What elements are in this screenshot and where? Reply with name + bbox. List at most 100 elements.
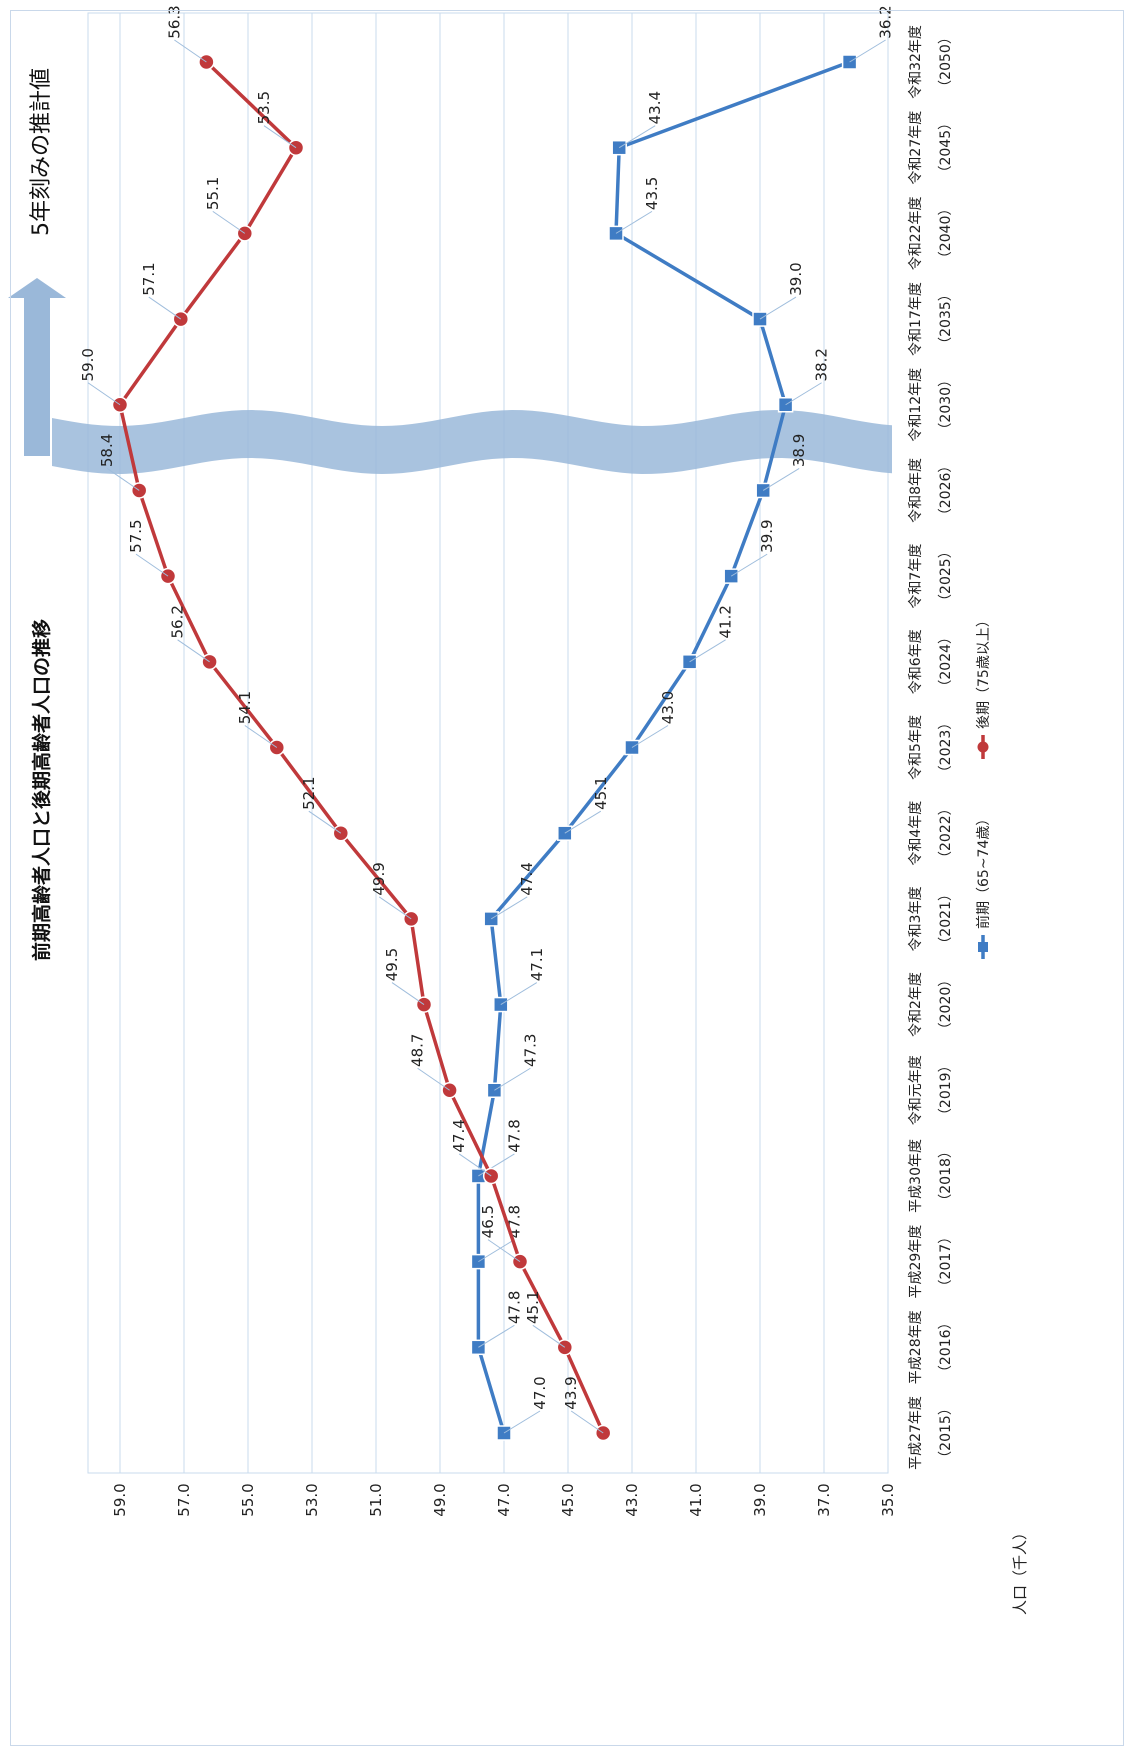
projection-annotation: 5年刻みの推計値 [29,68,54,236]
data-label: 38.9 [790,434,808,467]
x-tick-label: 令和2年度 [908,972,924,1037]
label-leader [759,296,797,320]
x-tick-year: （2015） [938,1401,954,1465]
x-tick-label: 令和22年度 [908,196,924,270]
label-leader [532,1324,566,1348]
x-tick-year: （2040） [938,202,954,266]
x-tick-year: （2045） [938,116,954,180]
x-tick-label: 令和4年度 [908,801,924,866]
x-tick-label: 令和7年度 [908,544,924,609]
label-leader [494,1067,531,1091]
label-leader [148,296,182,320]
x-tick-label: 平成27年度 [908,1396,924,1470]
x-tick-label: 令和8年度 [908,458,924,523]
y-tick-label: 45.0 [559,1483,577,1516]
label-leader [378,896,412,920]
label-leader [631,725,669,748]
data-label: 46.5 [479,1205,497,1238]
data-label: 38.2 [813,348,831,381]
series-layer: 47.047.847.847.847.347.147.445.143.041.2… [79,5,895,1442]
x-tick-year: （2050） [938,30,954,94]
y-axis-label: 人口（千人） [1011,1525,1029,1615]
data-label: 49.5 [383,948,401,981]
x-tick-label: 令和元年度 [908,1055,924,1125]
x-tick-year: （2016） [938,1315,954,1379]
data-label: 47.8 [505,1291,523,1324]
x-tick-year: （2018） [938,1144,954,1208]
data-label: 43.9 [562,1376,580,1409]
projection-decoration [8,278,892,474]
series-circle: 43.9 45.1 46.5 47.4 48.7 49.5 49.9 52.1 54.1 56.2… [79,5,612,1442]
label-leader [174,39,207,63]
data-label: 53.5 [255,91,273,124]
data-label: 54.1 [236,691,254,724]
data-label: 47.1 [528,948,546,981]
x-tick-label: 平成29年度 [908,1225,924,1299]
projection-arrow-shaft [24,298,50,456]
label-leader [762,468,800,491]
projection-arrow-head [8,278,66,298]
label-leader [564,810,602,834]
legend-marker-circle [977,741,989,753]
x-tick-year: （2019） [938,1058,954,1122]
data-label: 55.1 [204,177,222,210]
y-tick-label: 43.0 [623,1483,641,1516]
x-tick-label: 令和32年度 [908,25,924,99]
label-leader [503,1410,541,1434]
x-tick-year: （2030） [938,373,954,437]
label-leader [212,210,246,234]
data-label: 47.0 [531,1376,549,1409]
data-label: 41.2 [717,605,735,638]
x-tick-year: （2017） [938,1230,954,1294]
label-leader [730,553,768,577]
x-tick-year: （2026） [938,459,954,523]
y-tick-label: 51.0 [367,1483,385,1516]
y-tick-label: 49.0 [431,1483,449,1516]
data-label: 56.2 [169,605,187,638]
label-leader [849,39,886,63]
x-tick-label: 令和17年度 [908,282,924,356]
data-label: 45.1 [524,1291,542,1324]
data-label: 39.0 [787,262,805,295]
label-leader [244,725,278,748]
label-leader [135,553,169,577]
label-leader [490,896,528,920]
x-tick-year: （2021） [938,887,954,951]
data-label: 47.4 [450,1119,468,1152]
label-leader [785,382,822,406]
data-label: 58.4 [98,434,116,467]
x-tick-label: 令和3年度 [908,886,924,951]
data-label: 59.0 [79,348,97,381]
x-tick-label: 令和5年度 [908,715,924,780]
label-leader [87,382,121,406]
y-tick-label: 37.0 [815,1483,833,1516]
legend-label: 前期（65~74歳） [975,812,992,929]
x-tick-year: （2023） [938,716,954,780]
data-label: 43.0 [659,691,677,724]
gridlines [87,12,889,1474]
data-label: 48.7 [409,1034,427,1067]
data-label: 47.4 [518,862,536,895]
y-tick-label: 41.0 [687,1483,705,1516]
data-label: 45.1 [592,776,610,809]
y-tick-label: 47.0 [495,1483,513,1516]
x-tick-year: （2024） [938,630,954,694]
chart-frame [10,10,1124,1746]
data-label: 49.9 [370,862,388,895]
label-leader [391,982,425,1005]
x-tick-label: 令和12年度 [908,368,924,442]
data-label: 57.5 [127,519,145,552]
label-leader [458,1153,492,1177]
x-tick-year: （2022） [938,801,954,865]
x-tick-year: （2035） [938,287,954,351]
data-label: 43.5 [643,177,661,210]
y-tick-label: 53.0 [303,1483,321,1516]
x-tick-year: （2025） [938,544,954,608]
x-tick-year: （2020） [938,973,954,1037]
data-label: 43.4 [646,91,664,124]
label-leader [417,1067,450,1091]
label-leader [618,125,656,149]
